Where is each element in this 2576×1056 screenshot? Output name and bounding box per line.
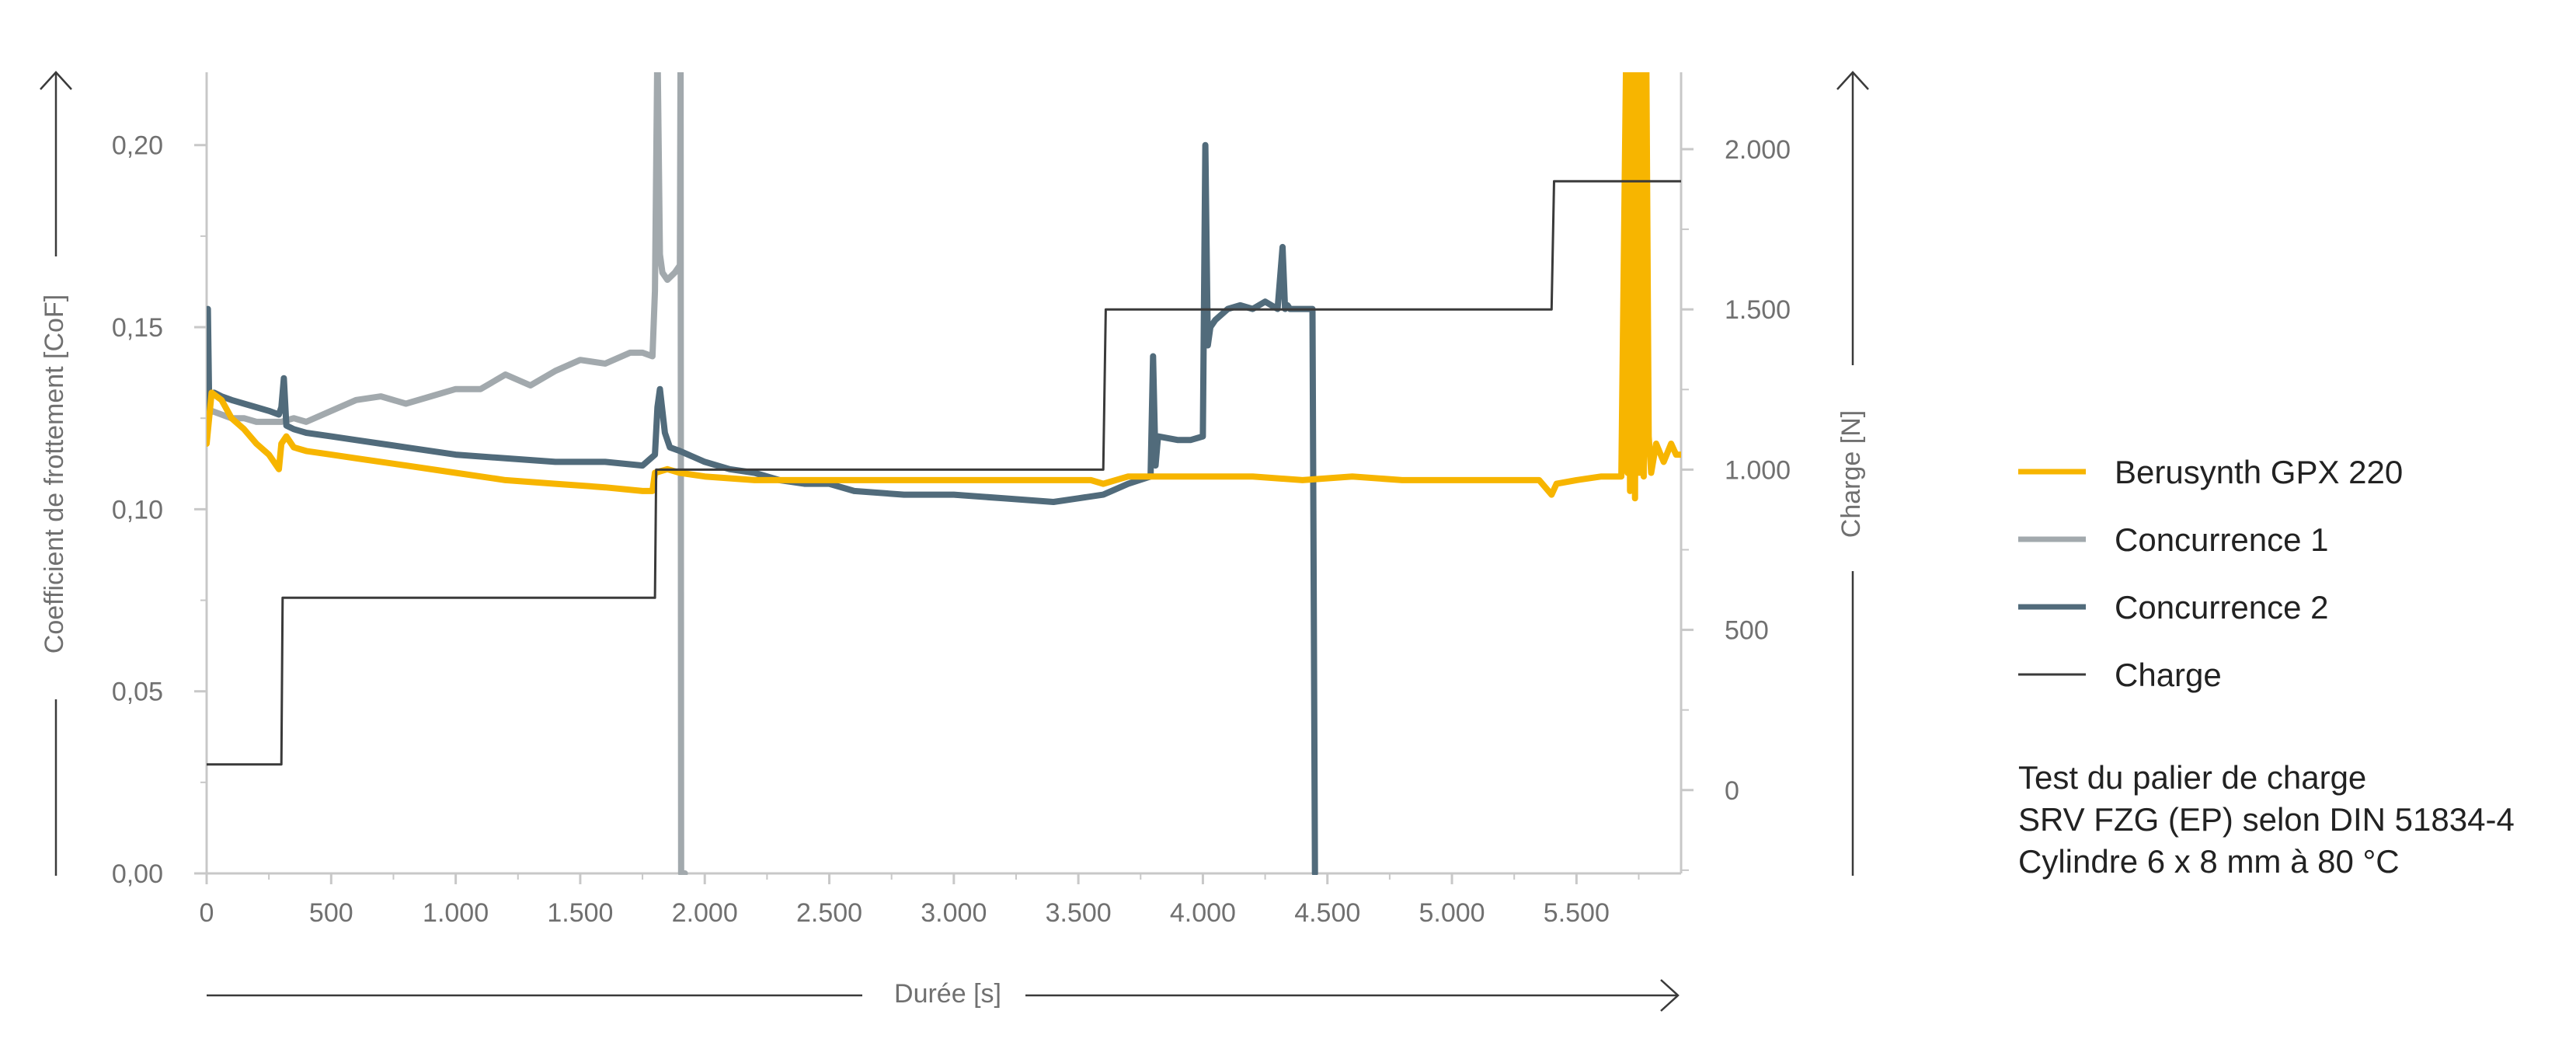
- x-axis-ticks: 0 500 1.000 1.500 2.000 2.500 3.000 3.500 4.000 4…: [200, 873, 1640, 928]
- y-right-tick-label: 0: [1725, 776, 1739, 806]
- y-left-arrow-head: [40, 71, 72, 90]
- legend-label: Berusynth GPX 220: [2115, 454, 2403, 490]
- y-right-tick-label: 1.500: [1725, 295, 1791, 325]
- y-left-tick-label: 0,10: [112, 495, 163, 525]
- series-line-concurrence-1: [207, 72, 688, 875]
- series-line-berusynth-gpx-220: [207, 72, 1681, 502]
- legend-label: Concurrence 1: [2115, 521, 2328, 558]
- series-layer: [207, 72, 1681, 875]
- test-notes: Test du palier de charge SRV FZG (EP) sel…: [2018, 759, 2515, 880]
- x-tick-label: 2.500: [796, 898, 862, 928]
- x-tick-label: 3.000: [921, 898, 987, 928]
- x-tick-label: 3.500: [1046, 898, 1112, 928]
- x-tick-label: 500: [309, 898, 353, 928]
- y-left-tick-label: 0,15: [112, 313, 163, 343]
- series-line-charge: [207, 179, 1681, 766]
- note-line: Test du palier de charge: [2018, 759, 2366, 796]
- legend-label: Concurrence 2: [2115, 589, 2328, 626]
- legend-item: Concurrence 2: [2018, 589, 2328, 626]
- y-right-tick-label: 2.000: [1725, 135, 1791, 165]
- y-right-tick-label: 1.000: [1725, 455, 1791, 485]
- x-arrow-head: [1660, 979, 1680, 1012]
- note-line: SRV FZG (EP) selon DIN 51834-4: [2018, 801, 2515, 838]
- legend-label: Charge: [2115, 657, 2222, 693]
- y-axis-right-title: Charge [N]: [1836, 410, 1866, 538]
- note-line: Cylindre 6 x 8 mm à 80 °C: [2018, 843, 2400, 880]
- y-right-arrow-head: [1836, 71, 1869, 90]
- series-line-concurrence-2: [207, 141, 1318, 875]
- y-axis-right-ticks: 0 500 1.000 1.500 2.000: [1681, 135, 1791, 871]
- axis-titles: Durée [s] Coefficient de frottement [CoF…: [40, 294, 1866, 1009]
- x-tick-label: 1.500: [547, 898, 613, 928]
- legend-item: Charge: [2018, 657, 2222, 693]
- axis-arrows: [40, 71, 1869, 1012]
- y-left-tick-label: 0,00: [112, 859, 163, 889]
- plot-area: [205, 72, 1683, 875]
- x-tick-label: 4.000: [1170, 898, 1236, 928]
- x-tick-label: 4.500: [1294, 898, 1360, 928]
- y-left-tick-label: 0,20: [112, 131, 163, 161]
- x-tick-label: 5.000: [1419, 898, 1485, 928]
- legend: Berusynth GPX 220 Concurrence 1 Concurrenc…: [2018, 454, 2403, 693]
- y-left-tick-label: 0,05: [112, 678, 163, 707]
- x-tick-label: 2.000: [672, 898, 738, 928]
- legend-item: Berusynth GPX 220: [2018, 454, 2403, 490]
- x-axis-title: Durée [s]: [894, 979, 1001, 1009]
- y-right-tick-label: 500: [1725, 616, 1769, 646]
- x-tick-label: 0: [200, 898, 214, 928]
- legend-item: Concurrence 1: [2018, 521, 2328, 558]
- y-axis-left-ticks: 0,00 0,05 0,10 0,15 0,20: [112, 131, 207, 889]
- x-tick-label: 5.500: [1544, 898, 1610, 928]
- y-axis-left-title: Coefficient de frottement [CoF]: [40, 294, 69, 653]
- x-tick-label: 1.000: [423, 898, 489, 928]
